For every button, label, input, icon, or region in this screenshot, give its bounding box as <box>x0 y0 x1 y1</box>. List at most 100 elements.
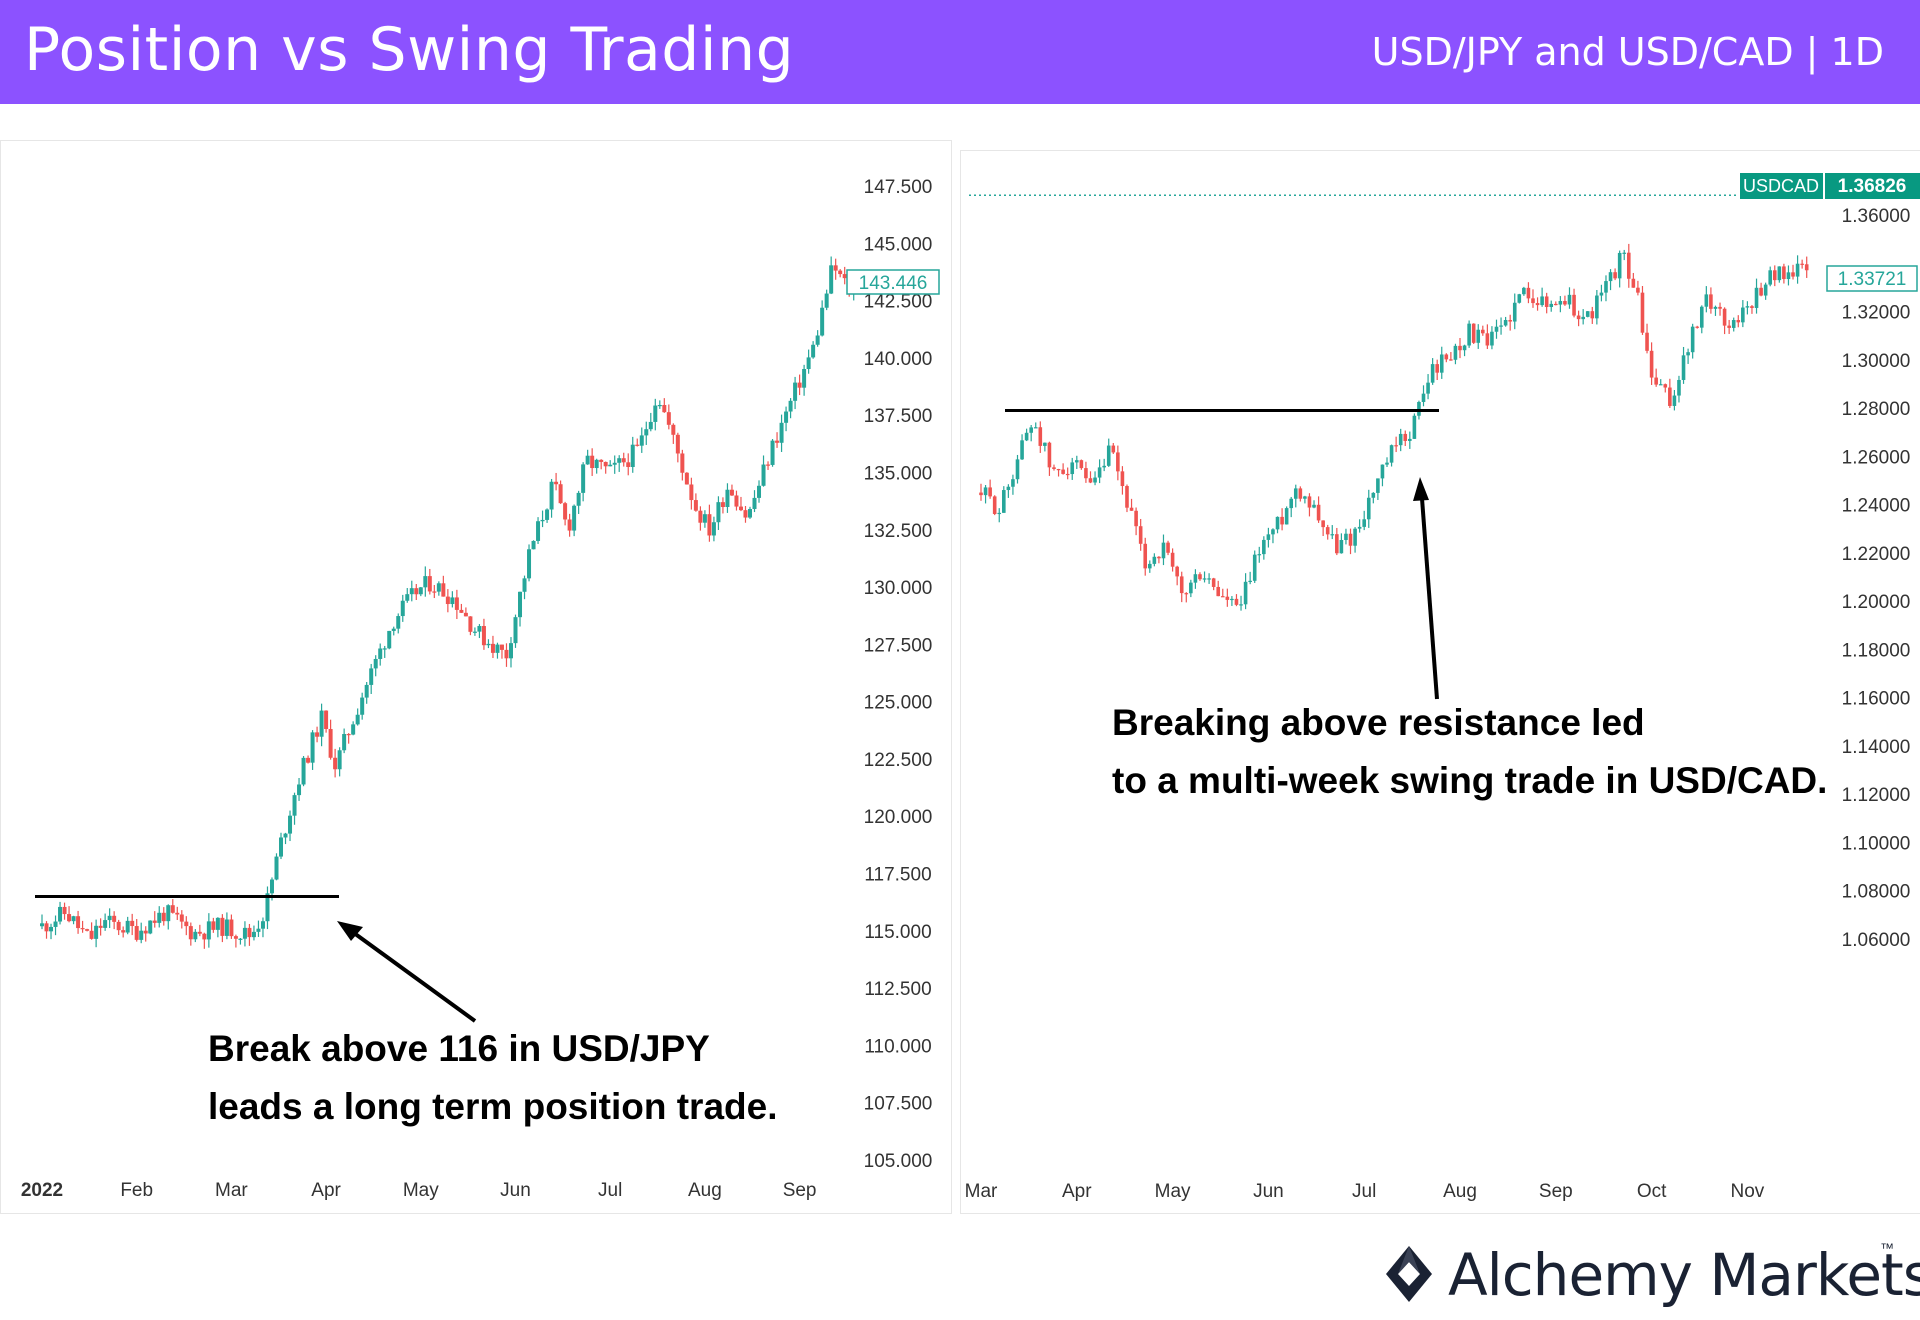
y-tick-label: 1.06000 <box>1842 930 1911 951</box>
candle-body <box>1786 272 1791 280</box>
page-subtitle: USD/JPY and USD/CAD | 1D <box>1371 30 1884 74</box>
candle-body <box>1540 296 1544 306</box>
candle-body <box>1271 529 1275 535</box>
candle-body <box>1668 387 1672 406</box>
brand-logo: Alchemy Markets ™ <box>1382 1240 1920 1320</box>
candle-body <box>1467 323 1471 346</box>
candle-body <box>1230 598 1234 601</box>
candle-body <box>1481 329 1485 334</box>
candle-body <box>671 424 676 435</box>
candle-body <box>1576 315 1581 320</box>
candle-body <box>351 724 356 735</box>
candle-body <box>405 594 410 601</box>
candle-body <box>242 927 247 939</box>
candle-body <box>1376 478 1380 493</box>
candle-body <box>725 489 730 508</box>
candle-body <box>472 631 477 633</box>
candle-body <box>1417 401 1421 416</box>
candle-body <box>112 915 117 922</box>
candle-body <box>319 710 324 737</box>
candle-body <box>793 382 798 401</box>
candle-body <box>1043 442 1047 446</box>
candle-body <box>1430 364 1435 383</box>
y-tick-label: 112.500 <box>864 979 931 1000</box>
candle-body <box>1316 504 1321 521</box>
candle-body <box>1476 329 1481 343</box>
candle-body <box>1106 445 1111 466</box>
candle-body <box>1248 580 1252 583</box>
candle-body <box>193 931 198 940</box>
candle-body <box>599 459 604 462</box>
candle-body <box>233 936 238 939</box>
candle-body <box>536 521 541 541</box>
candle-body <box>301 757 306 785</box>
candle-body <box>342 734 347 751</box>
candle-body <box>396 616 401 629</box>
candle-body <box>1330 534 1335 536</box>
candle-body <box>1563 301 1567 305</box>
candle-body <box>490 643 495 653</box>
candle-body <box>1024 432 1029 441</box>
candle-body <box>1398 433 1403 446</box>
candle-body <box>1216 586 1221 597</box>
candle-body <box>279 837 284 857</box>
candle-body <box>1549 303 1554 308</box>
candle-body <box>1002 490 1006 513</box>
x-tick-label: Sep <box>783 1180 817 1201</box>
candle-body <box>1763 284 1768 296</box>
candle-body <box>1061 469 1065 474</box>
candle-body <box>653 405 658 422</box>
candle-body <box>1736 320 1741 323</box>
candle-body <box>1604 281 1608 293</box>
candle-body <box>1522 287 1526 295</box>
candle-body <box>988 487 992 497</box>
candle-body <box>558 484 563 504</box>
y-tick-label: 1.08000 <box>1842 882 1911 903</box>
x-tick-label: Jul <box>598 1180 622 1201</box>
candle-body <box>148 920 153 934</box>
arrow-annotation <box>337 921 477 1023</box>
candle-body <box>1777 266 1782 281</box>
y-tick-label: 1.26000 <box>1842 447 1911 468</box>
candle-body <box>486 643 491 646</box>
candle-body <box>1731 320 1736 328</box>
candle-body <box>1599 292 1604 296</box>
candle-body <box>1741 307 1745 323</box>
candle-body <box>1727 325 1731 328</box>
candle-body <box>292 795 297 816</box>
candle-body <box>1289 498 1294 509</box>
candle-body <box>747 508 752 518</box>
candle-body <box>1531 298 1535 304</box>
candle-body <box>1047 442 1052 468</box>
candle-body <box>702 514 707 523</box>
candle-body <box>1088 478 1093 483</box>
candle-body <box>184 921 189 927</box>
candle-body <box>1011 479 1015 487</box>
candle-body <box>1508 320 1512 322</box>
candle-body <box>1303 496 1307 499</box>
candle-body <box>157 912 162 923</box>
candle-body <box>1526 287 1531 299</box>
candle-body <box>1595 295 1599 319</box>
candle-body <box>1485 333 1490 346</box>
candle-body <box>554 481 559 485</box>
candle-body <box>130 920 135 927</box>
candle-body <box>1348 533 1353 546</box>
candle-body <box>1426 382 1430 394</box>
y-tick-label: 1.22000 <box>1842 544 1911 565</box>
candle-body <box>1362 519 1366 527</box>
candle-body <box>997 512 1002 515</box>
candle-body <box>833 265 838 271</box>
candle-body <box>1293 488 1298 499</box>
candle-body <box>720 502 725 508</box>
x-tick-label: Aug <box>688 1180 722 1201</box>
candle-body <box>630 444 635 468</box>
candle-body <box>1239 604 1243 606</box>
candle-body <box>1325 527 1330 535</box>
annotation-line-1: Breaking above resistance led <box>1112 702 1645 743</box>
candle-body <box>1312 504 1316 508</box>
candle-body <box>806 357 811 370</box>
candle-body <box>738 506 743 511</box>
candle-body <box>779 422 784 443</box>
candle-body <box>121 930 126 933</box>
